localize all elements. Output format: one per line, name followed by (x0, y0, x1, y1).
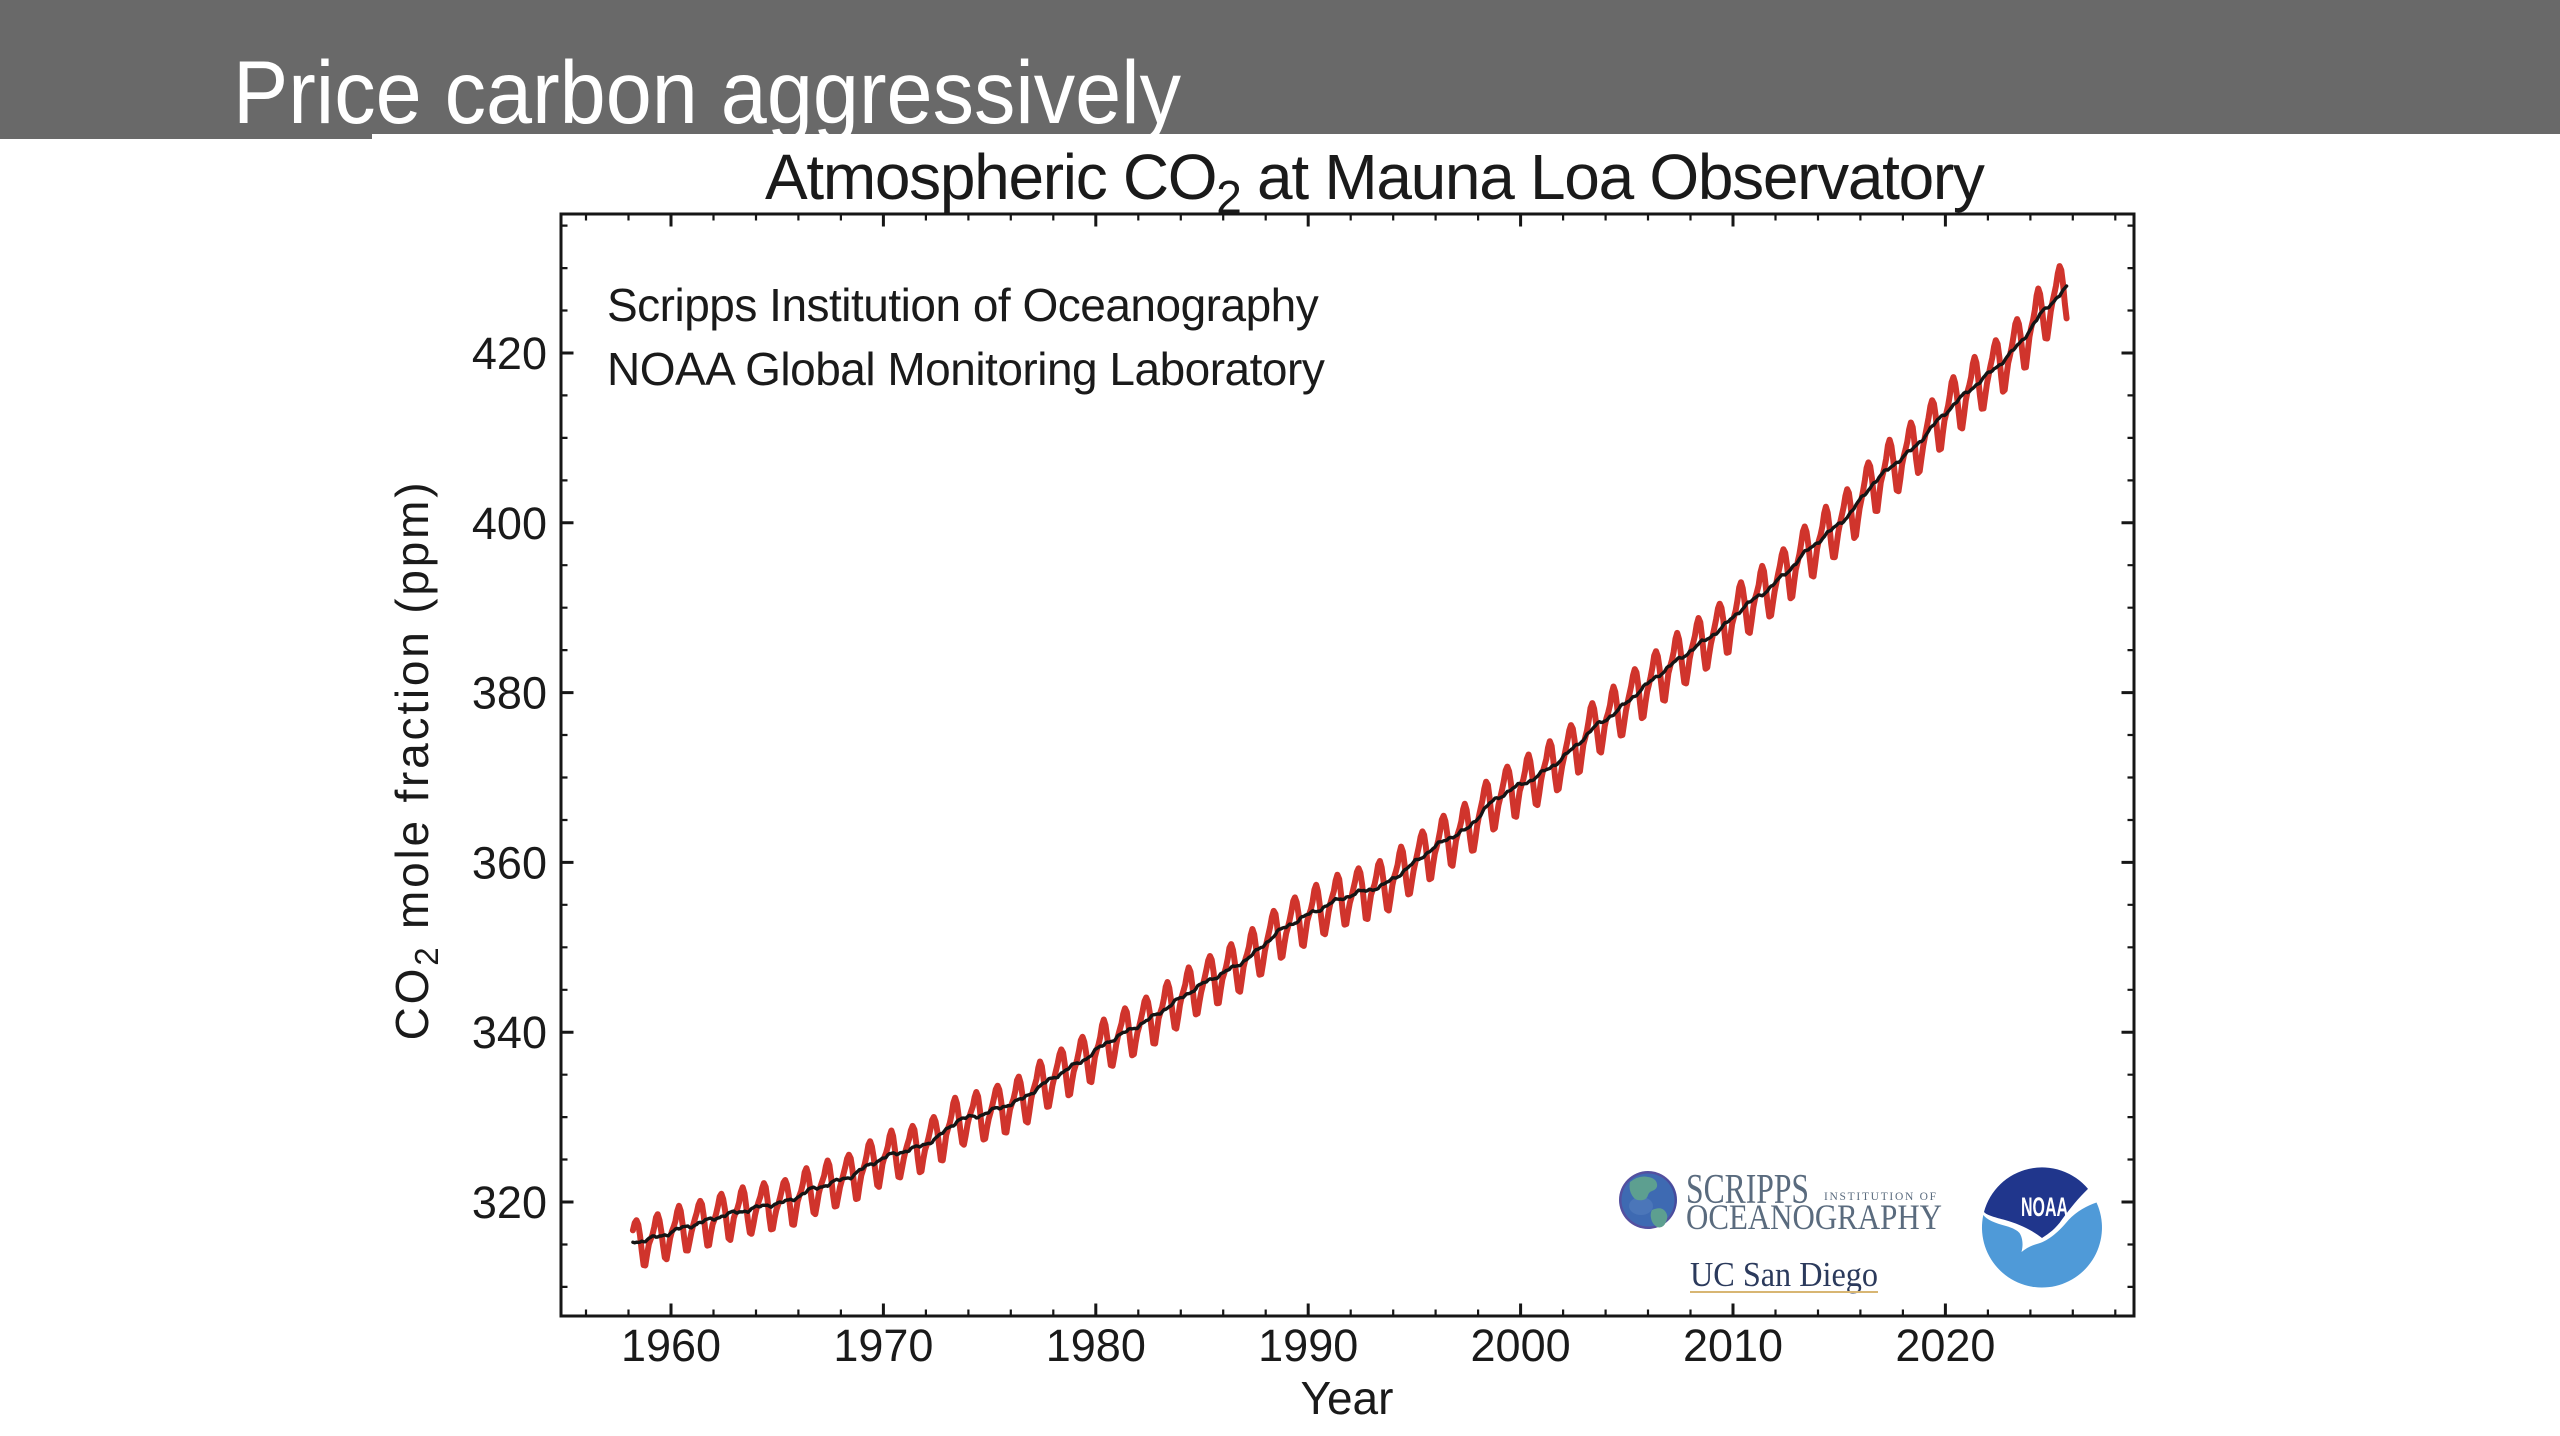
svg-text:Year: Year (1301, 1372, 1394, 1424)
svg-text:OCEANOGRAPHY: OCEANOGRAPHY (1686, 1197, 1942, 1237)
svg-text:INSTITUTION OF: INSTITUTION OF (1824, 1191, 1936, 1203)
svg-text:SCRIPPS: SCRIPPS (1686, 1167, 1809, 1213)
svg-text:380: 380 (472, 668, 547, 719)
svg-text:360: 360 (472, 837, 547, 888)
svg-text:420: 420 (472, 328, 547, 379)
svg-text:Price carbon aggressively: Price carbon aggressively (233, 42, 1181, 142)
svg-text:2000: 2000 (1471, 1320, 1571, 1371)
svg-text:UC San Diego: UC San Diego (1690, 1255, 1878, 1294)
svg-text:340: 340 (472, 1007, 547, 1058)
svg-text:Scripps Institution of Oceanog: Scripps Institution of Oceanography (607, 279, 1319, 331)
svg-text:NOAA: NOAA (2021, 1192, 2068, 1222)
svg-text:NOAA Global Monitoring Laborat: NOAA Global Monitoring Laboratory (607, 343, 1325, 395)
svg-text:320: 320 (472, 1177, 547, 1228)
svg-text:1970: 1970 (833, 1320, 933, 1371)
svg-text:1980: 1980 (1046, 1320, 1146, 1371)
svg-text:2020: 2020 (1895, 1320, 1995, 1371)
svg-text:400: 400 (472, 498, 547, 549)
svg-text:1990: 1990 (1258, 1320, 1358, 1371)
svg-text:1960: 1960 (621, 1320, 721, 1371)
svg-text:Atmospheric CO2 at Mauna Loa O: Atmospheric CO2 at Mauna Loa Observatory (765, 141, 1985, 223)
svg-text:CO2 mole fraction (ppm): CO2 mole fraction (ppm) (386, 480, 445, 1041)
svg-text:2010: 2010 (1683, 1320, 1783, 1371)
